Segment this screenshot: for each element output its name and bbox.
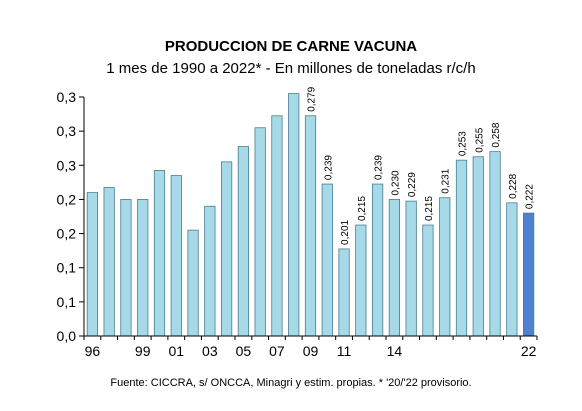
bar-10 bbox=[321, 183, 333, 337]
bar-13 bbox=[372, 183, 384, 337]
chart-source: Fuente: CICCRA, s/ ONCCA, Minagri y esti… bbox=[110, 377, 472, 389]
x-tick-label: 11 bbox=[337, 343, 352, 359]
bar-11 bbox=[338, 248, 350, 337]
y-tick-label: 0,1 bbox=[57, 294, 77, 310]
bar-17 bbox=[439, 197, 451, 337]
bar-22 bbox=[523, 212, 535, 337]
data-label: 0,239 bbox=[323, 155, 334, 180]
bar-14 bbox=[388, 199, 400, 337]
bar-20 bbox=[489, 151, 501, 337]
bar-06 bbox=[254, 127, 266, 337]
x-tick-label: 03 bbox=[202, 343, 218, 359]
y-tick-label: 0,2 bbox=[57, 226, 77, 242]
data-label: 0,228 bbox=[508, 173, 519, 198]
x-tick-label: 22 bbox=[521, 343, 537, 359]
x-tick-label: 07 bbox=[269, 343, 285, 359]
bar-02 bbox=[187, 229, 199, 337]
data-label: 0,231 bbox=[441, 168, 452, 193]
data-label: 0,230 bbox=[390, 170, 401, 195]
x-tick-label: 14 bbox=[387, 343, 403, 359]
bar-04 bbox=[221, 161, 233, 337]
bar-99 bbox=[137, 199, 149, 337]
bar-16 bbox=[422, 224, 434, 337]
bar-00 bbox=[153, 170, 166, 337]
bar-07 bbox=[271, 115, 283, 337]
bar-01 bbox=[170, 175, 182, 337]
data-label: 0,201 bbox=[340, 219, 351, 244]
y-tick-label: 0,3 bbox=[57, 123, 77, 139]
data-label: 0,229 bbox=[407, 172, 418, 197]
bar-12 bbox=[355, 224, 367, 337]
bar-97 bbox=[103, 187, 115, 337]
bar-96 bbox=[86, 192, 98, 337]
x-tick-label: 05 bbox=[236, 343, 252, 359]
data-label: 0,222 bbox=[525, 184, 536, 209]
x-tick-label: 09 bbox=[303, 343, 319, 359]
chart-subtitle: 1 mes de 1990 a 2022* - En millones de t… bbox=[106, 60, 476, 77]
data-label: 0,215 bbox=[357, 196, 368, 221]
chart-title: PRODUCCION DE CARNE VACUNA bbox=[164, 38, 418, 55]
data-label: 0,239 bbox=[374, 155, 385, 180]
data-label: 0,215 bbox=[424, 196, 435, 221]
bar-09 bbox=[304, 115, 317, 337]
bar-98 bbox=[120, 199, 132, 337]
x-tick-label: 01 bbox=[168, 343, 184, 359]
y-tick-label: 0,3 bbox=[57, 157, 77, 173]
data-label: 0,253 bbox=[458, 131, 469, 156]
bar-03 bbox=[204, 205, 216, 337]
y-tick-label: 0,1 bbox=[57, 260, 77, 276]
data-label: 0,258 bbox=[491, 122, 502, 147]
bar-19 bbox=[472, 156, 484, 337]
data-label: 0,279 bbox=[307, 86, 318, 111]
y-tick-label: 0,0 bbox=[57, 328, 77, 344]
x-tick-label: 99 bbox=[135, 343, 151, 359]
bar-05 bbox=[237, 146, 249, 337]
y-tick-label: 0,3 bbox=[57, 89, 77, 105]
bar-18 bbox=[455, 159, 468, 337]
data-label: 0,255 bbox=[474, 127, 485, 152]
bar-15 bbox=[405, 200, 417, 337]
bar-08 bbox=[288, 93, 300, 337]
x-tick-label: 96 bbox=[85, 343, 101, 359]
y-tick-label: 0,2 bbox=[57, 191, 77, 207]
bar-21 bbox=[506, 202, 518, 337]
